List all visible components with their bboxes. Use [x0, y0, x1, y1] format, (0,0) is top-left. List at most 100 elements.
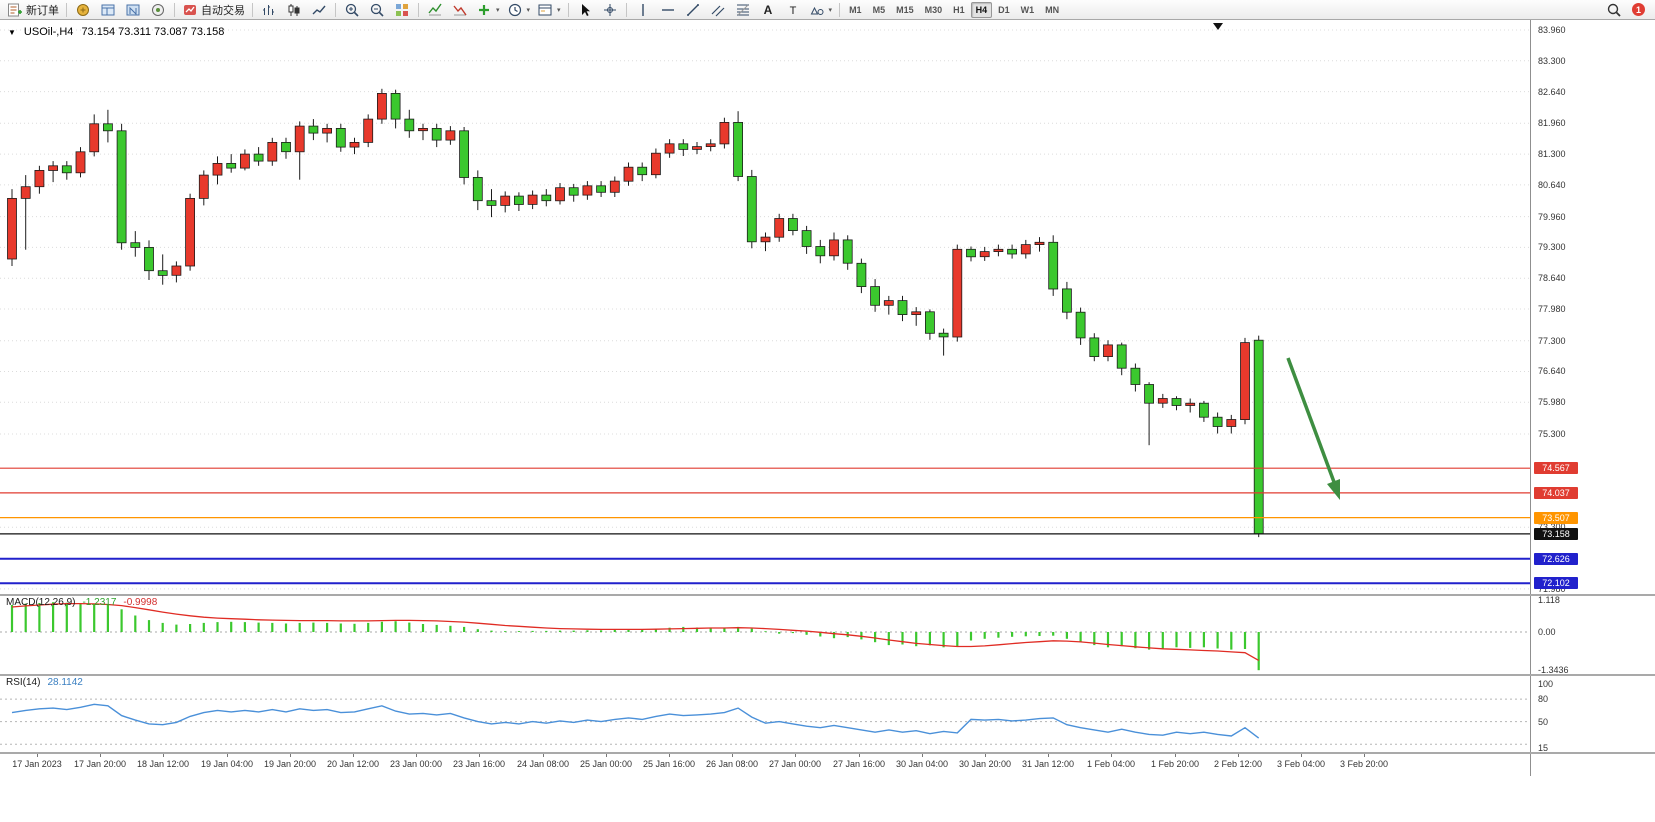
timeframe-w1-button[interactable]: W1 — [1020, 4, 1035, 15]
price-tick: 83.960 — [1538, 25, 1566, 35]
periods-icon — [507, 2, 523, 18]
trendline-icon — [685, 2, 701, 18]
price-chart-pane[interactable]: ▼ USOil-,H4 73.154 73.311 73.087 73.158 — [0, 20, 1530, 594]
toolbar-separator — [174, 2, 175, 17]
bar-chart-icon — [261, 2, 277, 18]
chevron-down-icon: ▾ — [557, 6, 561, 14]
time-tick — [669, 754, 670, 757]
zoom-out-icon — [369, 2, 385, 18]
add-indicator-button[interactable]: ▾ — [473, 0, 503, 20]
bar-chart-button[interactable] — [257, 0, 281, 20]
arrows-button[interactable]: ▾ — [806, 0, 836, 20]
data-window-button[interactable] — [96, 0, 120, 20]
time-label: 27 Jan 00:00 — [768, 759, 822, 769]
time-tick — [543, 754, 544, 757]
time-tick — [1301, 754, 1302, 757]
pane-divider[interactable] — [0, 594, 1655, 596]
timeframe-h4-button[interactable]: H4 — [970, 1, 993, 18]
toolbar-separator — [567, 2, 569, 17]
time-axis[interactable]: 17 Jan 2023 17 Jan 20:00 18 Jan 12:00 19 Ja… — [0, 754, 1530, 776]
market-watch-button[interactable] — [71, 0, 95, 20]
time-tick — [353, 754, 354, 757]
timeframe-m15-button[interactable]: M15 — [896, 4, 914, 15]
chart-title: ▼ USOil-,H4 73.154 73.311 73.087 73.158 — [8, 26, 224, 38]
svg-text:T: T — [789, 5, 796, 17]
line-chart-button[interactable] — [307, 0, 331, 20]
macd-signal-value: -0.9998 — [123, 597, 158, 608]
auto-trading-button[interactable]: 自动交易 — [179, 0, 248, 20]
time-tick — [985, 754, 986, 757]
price-tick: 71.980 — [1538, 584, 1566, 594]
macd-title: MACD(12,26,9) — [6, 597, 76, 608]
candlestick-chart-button[interactable] — [282, 0, 306, 20]
price-badge-74.037: 74.037 — [1534, 487, 1578, 499]
time-tick — [1175, 754, 1176, 757]
crosshair-icon — [602, 2, 618, 18]
timeframe-m30-button[interactable]: M30 — [924, 4, 943, 15]
chart-menu-icon[interactable]: ▼ — [8, 27, 16, 37]
timeframe-mn-button[interactable]: MN — [1045, 4, 1060, 15]
fibonacci-button[interactable] — [731, 0, 755, 20]
macd-chart — [0, 602, 1530, 671]
toolbar: 新订单 自动交易 ▾ ▾ ▾ A T ▾ M1 M5 M15 M30 H1 H4 D1 W1 MN 1 — [0, 0, 1655, 20]
text-label-button[interactable]: T — [781, 0, 805, 20]
navigator-button[interactable] — [121, 0, 145, 20]
indicators-down-icon — [452, 2, 468, 18]
time-tick — [922, 754, 923, 757]
text-button[interactable]: A — [756, 0, 780, 20]
indicators-down-button[interactable] — [448, 0, 472, 20]
pane-divider[interactable] — [0, 674, 1655, 676]
toolbar-separator — [839, 2, 841, 17]
chart-symbol: USOil-,H4 — [23, 26, 74, 38]
sell-arrow[interactable] — [1286, 357, 1340, 500]
new-order-button[interactable]: 新订单 — [4, 0, 62, 20]
price-tick: 73.300 — [1538, 522, 1566, 532]
candlestick-series — [7, 88, 1264, 538]
toolbar-separator — [66, 2, 67, 17]
macd-pane[interactable]: MACD(12,26,9) -1.2317 -0.9998 — [0, 596, 1530, 674]
search-icon — [1606, 2, 1622, 18]
time-label: 2 Feb 12:00 — [1213, 759, 1263, 769]
timeframe-m5-button[interactable]: M5 — [872, 4, 886, 15]
price-tick: 80.640 — [1538, 180, 1566, 190]
vertical-line-button[interactable] — [631, 0, 655, 20]
time-label: 1 Feb 20:00 — [1150, 759, 1200, 769]
crosshair-button[interactable] — [598, 0, 622, 20]
time-tick — [1048, 754, 1049, 757]
time-tick — [732, 754, 733, 757]
notification-badge[interactable]: 1 — [1632, 3, 1645, 16]
time-label: 26 Jan 08:00 — [705, 759, 759, 769]
rsi-pane[interactable]: RSI(14) 28.1142 — [0, 676, 1530, 752]
templates-button[interactable]: ▾ — [534, 0, 564, 20]
timeframe-m1-button[interactable]: M1 — [849, 4, 862, 15]
price-axis[interactable]: 83.960 83.300 82.640 81.960 81.300 80.640 79.9… — [1530, 20, 1655, 776]
periods-button[interactable]: ▾ — [504, 0, 534, 20]
navigator-icon — [125, 2, 141, 18]
zoom-out-button[interactable] — [365, 0, 389, 20]
horizontal-line-button[interactable] — [656, 0, 680, 20]
toolbar-separator — [335, 2, 336, 17]
time-label: 23 Jan 00:00 — [389, 759, 443, 769]
chevron-down-icon: ▾ — [828, 6, 833, 14]
toolbar-separator — [625, 2, 627, 17]
tile-windows-button[interactable] — [390, 0, 414, 20]
trendline-button[interactable] — [681, 0, 705, 20]
terminal-button[interactable] — [146, 0, 170, 20]
chart-ohlc: 73.154 73.311 73.087 73.158 — [81, 26, 225, 38]
new-order-label: 新订单 — [26, 4, 59, 17]
candlestick-chart[interactable] — [0, 20, 1530, 594]
time-label: 17 Jan 20:00 — [73, 759, 127, 769]
indicators-up-button[interactable] — [423, 0, 447, 20]
timeframe-h1-button[interactable]: H1 — [953, 4, 965, 15]
timeframe-d1-button[interactable]: D1 — [998, 4, 1010, 15]
equidistant-channel-button[interactable] — [706, 0, 730, 20]
search-button[interactable] — [1602, 0, 1626, 20]
auto-trading-icon — [182, 2, 198, 18]
pane-divider[interactable] — [0, 752, 1655, 754]
equidistant-channel-icon — [710, 2, 726, 18]
rsi-line — [11, 703, 1260, 739]
time-label: 17 Jan 2023 — [12, 759, 62, 769]
zoom-in-icon — [344, 2, 360, 18]
zoom-in-button[interactable] — [340, 0, 364, 20]
cursor-button[interactable] — [573, 0, 597, 20]
